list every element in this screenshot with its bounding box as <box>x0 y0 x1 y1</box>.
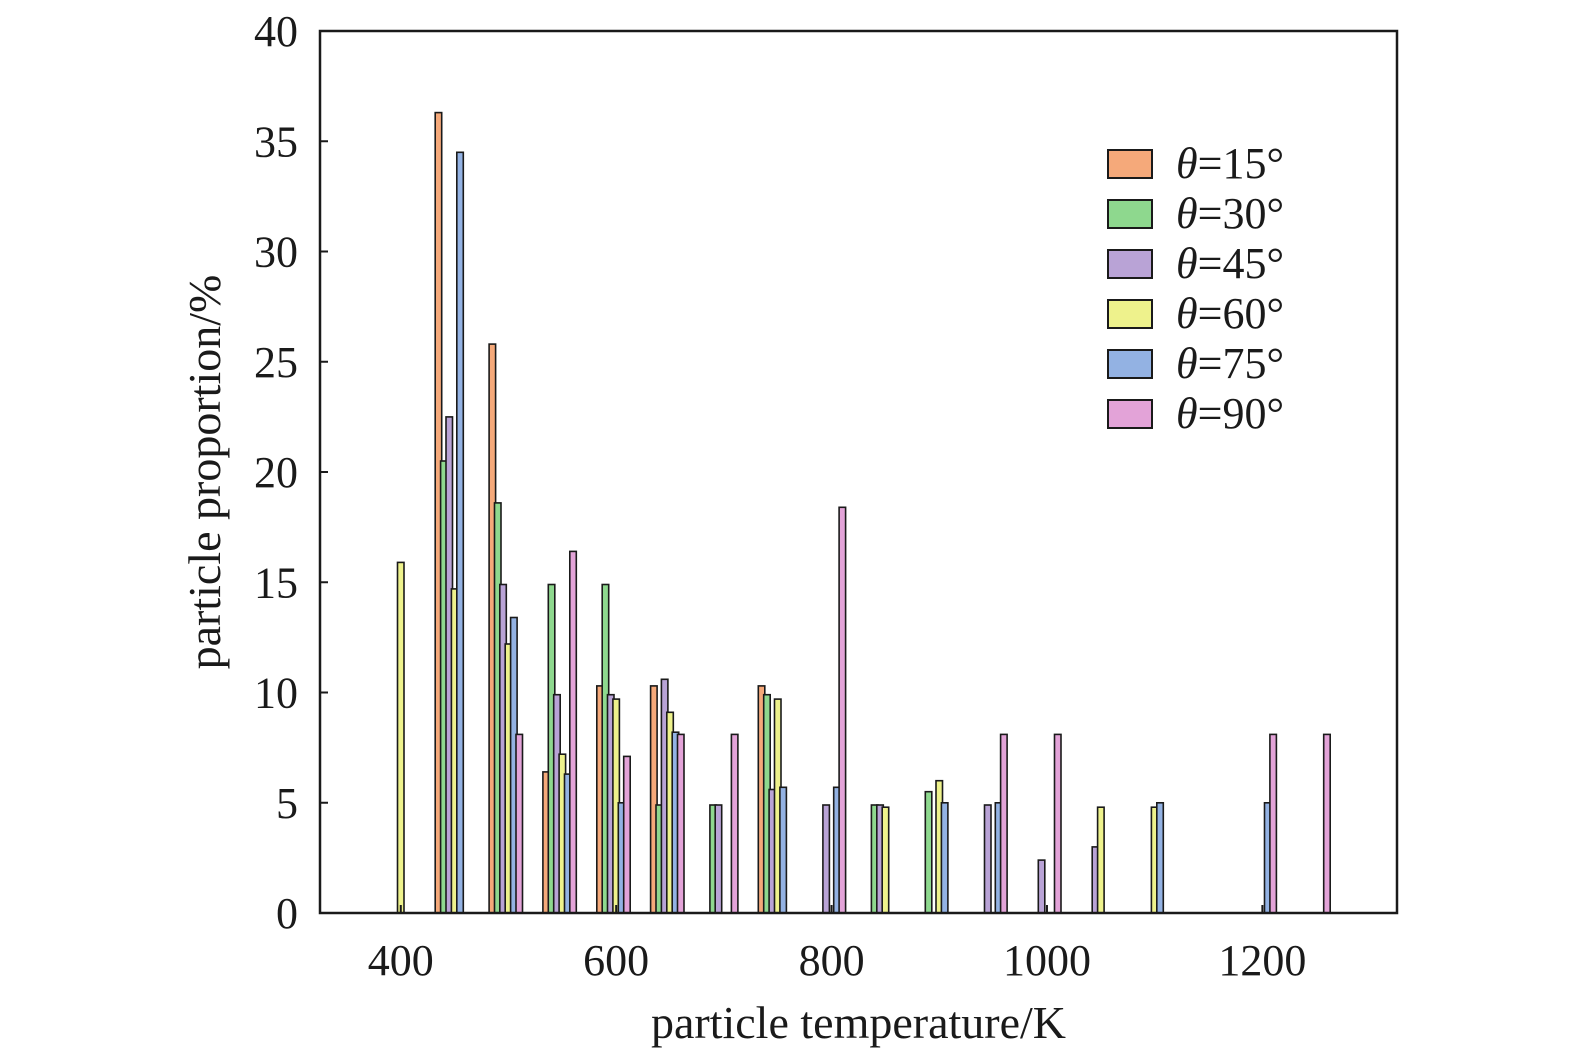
bar-series-6-2 <box>622 755 632 914</box>
bar-series-4-0 <box>396 561 405 914</box>
x-tick-label: 800 <box>799 936 865 985</box>
bar-series-2-8 <box>924 790 933 914</box>
bar-series-6-4 <box>730 733 739 914</box>
bar-series-4-7 <box>881 806 890 914</box>
bar-series-6-6 <box>999 733 1008 914</box>
x-tick-label: 1000 <box>1003 936 1091 985</box>
y-tick-label: 25 <box>254 338 298 387</box>
x-tick-label: 1200 <box>1218 936 1306 985</box>
y-tick-label: 0 <box>276 889 298 938</box>
x-tick-label: 600 <box>583 936 649 985</box>
y-tick-label: 35 <box>254 117 298 166</box>
y-tick-label: 40 <box>254 7 298 56</box>
legend: θ=15°θ=30°θ=45°θ=60°θ=75°θ=90° <box>1107 139 1284 438</box>
legend-label-3: θ=45° <box>1176 239 1284 288</box>
y-tick-label: 5 <box>276 779 298 828</box>
bar-series-6-5 <box>838 506 847 914</box>
legend-swatch-1 <box>1107 149 1153 179</box>
bar-series-6-9 <box>1322 733 1331 914</box>
legend-label-4: θ=60° <box>1176 289 1284 338</box>
ticks-layer: 0 5 10 15 20 25 30 35 40 400 600 800 1000 1200 <box>254 7 1306 985</box>
legend-label-2: θ=30° <box>1176 189 1284 238</box>
y-tick-label: 15 <box>254 558 298 607</box>
bar-series-5-7 <box>940 801 949 914</box>
bar-series-5-0 <box>455 151 465 914</box>
x-axis-label: particle temperature/K <box>651 997 1066 1048</box>
legend-label-1: θ=15° <box>1176 139 1284 188</box>
legend-swatch-4 <box>1107 299 1153 329</box>
legend-label-6: θ=90° <box>1176 389 1284 438</box>
bar-series-3-7 <box>822 804 831 914</box>
bar-series-6-8 <box>1269 733 1278 914</box>
legend-label-5: θ=75° <box>1176 339 1284 388</box>
bar-series-3-10 <box>1037 859 1046 914</box>
bar-series-3-9 <box>983 804 992 914</box>
bar-series-6-3 <box>676 733 685 914</box>
x-tick-label: 400 <box>368 936 434 985</box>
bar-series-4-9 <box>1096 806 1105 914</box>
y-tick-label: 10 <box>254 669 298 718</box>
bar-series-6-0 <box>515 733 524 914</box>
legend-swatch-3 <box>1107 249 1153 279</box>
bar-series-5-5 <box>779 786 788 914</box>
y-tick-label: 20 <box>254 448 298 497</box>
bar-series-5-9 <box>1156 801 1165 914</box>
bar-series-6-7 <box>1053 733 1062 914</box>
legend-swatch-6 <box>1107 399 1153 429</box>
y-tick-label: 30 <box>254 228 298 277</box>
y-axis-label: particle proportion/% <box>179 275 230 670</box>
legend-swatch-5 <box>1107 349 1153 379</box>
legend-swatch-2 <box>1107 199 1153 229</box>
bars-layer <box>396 111 1331 914</box>
bar-series-3-5 <box>714 804 723 914</box>
bar-series-6-1 <box>568 550 578 914</box>
